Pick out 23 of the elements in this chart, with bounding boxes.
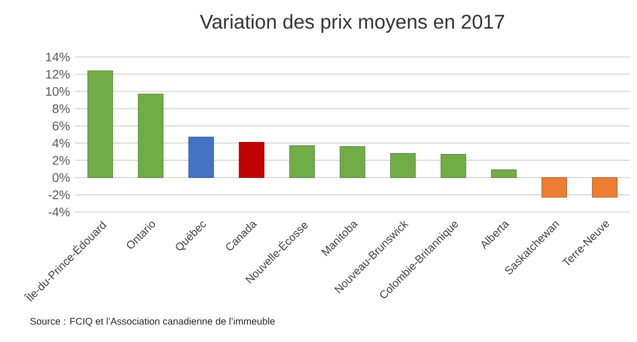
bar	[340, 146, 366, 178]
bar	[188, 136, 214, 178]
bar	[592, 177, 618, 198]
y-tick-label: 14%	[46, 52, 70, 62]
bar	[289, 145, 315, 178]
y-tick-label: 0%	[52, 173, 70, 182]
chart-title: Variation des prix moyens en 2017	[200, 14, 504, 33]
y-tick-label: 2%	[52, 156, 70, 165]
y-tick-label: -2%	[48, 190, 70, 200]
y-tick-label: 6%	[52, 121, 70, 130]
y-tick-label: -4%	[48, 208, 70, 216]
bar	[491, 170, 517, 178]
bar	[87, 70, 113, 178]
source-note: Source : FCIQ et l’Association canadienne de l’immeuble	[30, 318, 275, 326]
bar	[542, 177, 568, 198]
bar	[138, 94, 164, 178]
bar	[390, 153, 416, 178]
bar	[440, 154, 466, 178]
y-tick-label: 12%	[46, 70, 70, 79]
y-tick-label: 4%	[52, 138, 70, 148]
y-tick-label: 10%	[46, 87, 70, 96]
y-tick-label: 8%	[52, 104, 70, 114]
bar	[238, 142, 264, 178]
